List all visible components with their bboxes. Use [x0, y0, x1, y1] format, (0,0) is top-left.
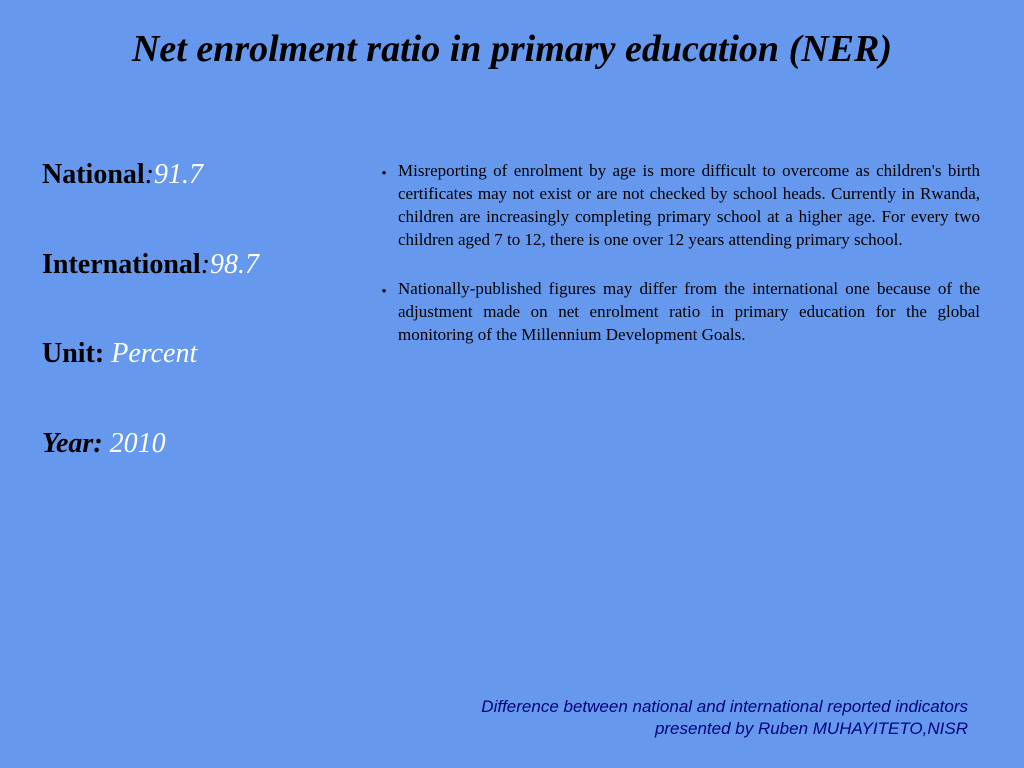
stat-unit-label: Unit:	[42, 338, 104, 369]
stat-national-label: National	[42, 159, 145, 190]
slide-title: Net enrolment ratio in primary education…	[0, 0, 1024, 72]
bullet-dot-icon: •	[370, 278, 398, 347]
bullet-text: Nationally-published figures may differ …	[398, 278, 980, 347]
stat-national-colon: :	[145, 159, 154, 190]
footer-line-2: presented by Ruben MUHAYITETO,NISR	[348, 718, 968, 740]
stat-year-value: 2010	[110, 428, 166, 459]
stat-year-label: Year:	[42, 428, 103, 459]
stat-international-value: 98.7	[210, 249, 259, 280]
stat-international-colon: :	[201, 249, 210, 280]
bullets-column: • Misreporting of enrolment by age is mo…	[370, 160, 980, 373]
stat-unit-value: Percent	[111, 338, 197, 369]
stat-national: National:91.7	[42, 158, 362, 192]
footer-line-1: Difference between national and internat…	[348, 696, 968, 718]
bullet-dot-icon: •	[370, 160, 398, 252]
stats-column: National:91.7 International:98.7 Unit: P…	[42, 158, 362, 516]
bullet-text: Misreporting of enrolment by age is more…	[398, 160, 980, 252]
stat-year: Year: 2010	[42, 427, 362, 461]
bullet-item: • Nationally-published figures may diffe…	[370, 278, 980, 347]
stat-national-value: 91.7	[154, 159, 203, 190]
stat-unit: Unit: Percent	[42, 337, 362, 371]
bullet-item: • Misreporting of enrolment by age is mo…	[370, 160, 980, 252]
stat-international: International:98.7	[42, 248, 362, 282]
footer: Difference between national and internat…	[348, 696, 968, 740]
stat-international-label: International	[42, 249, 201, 280]
